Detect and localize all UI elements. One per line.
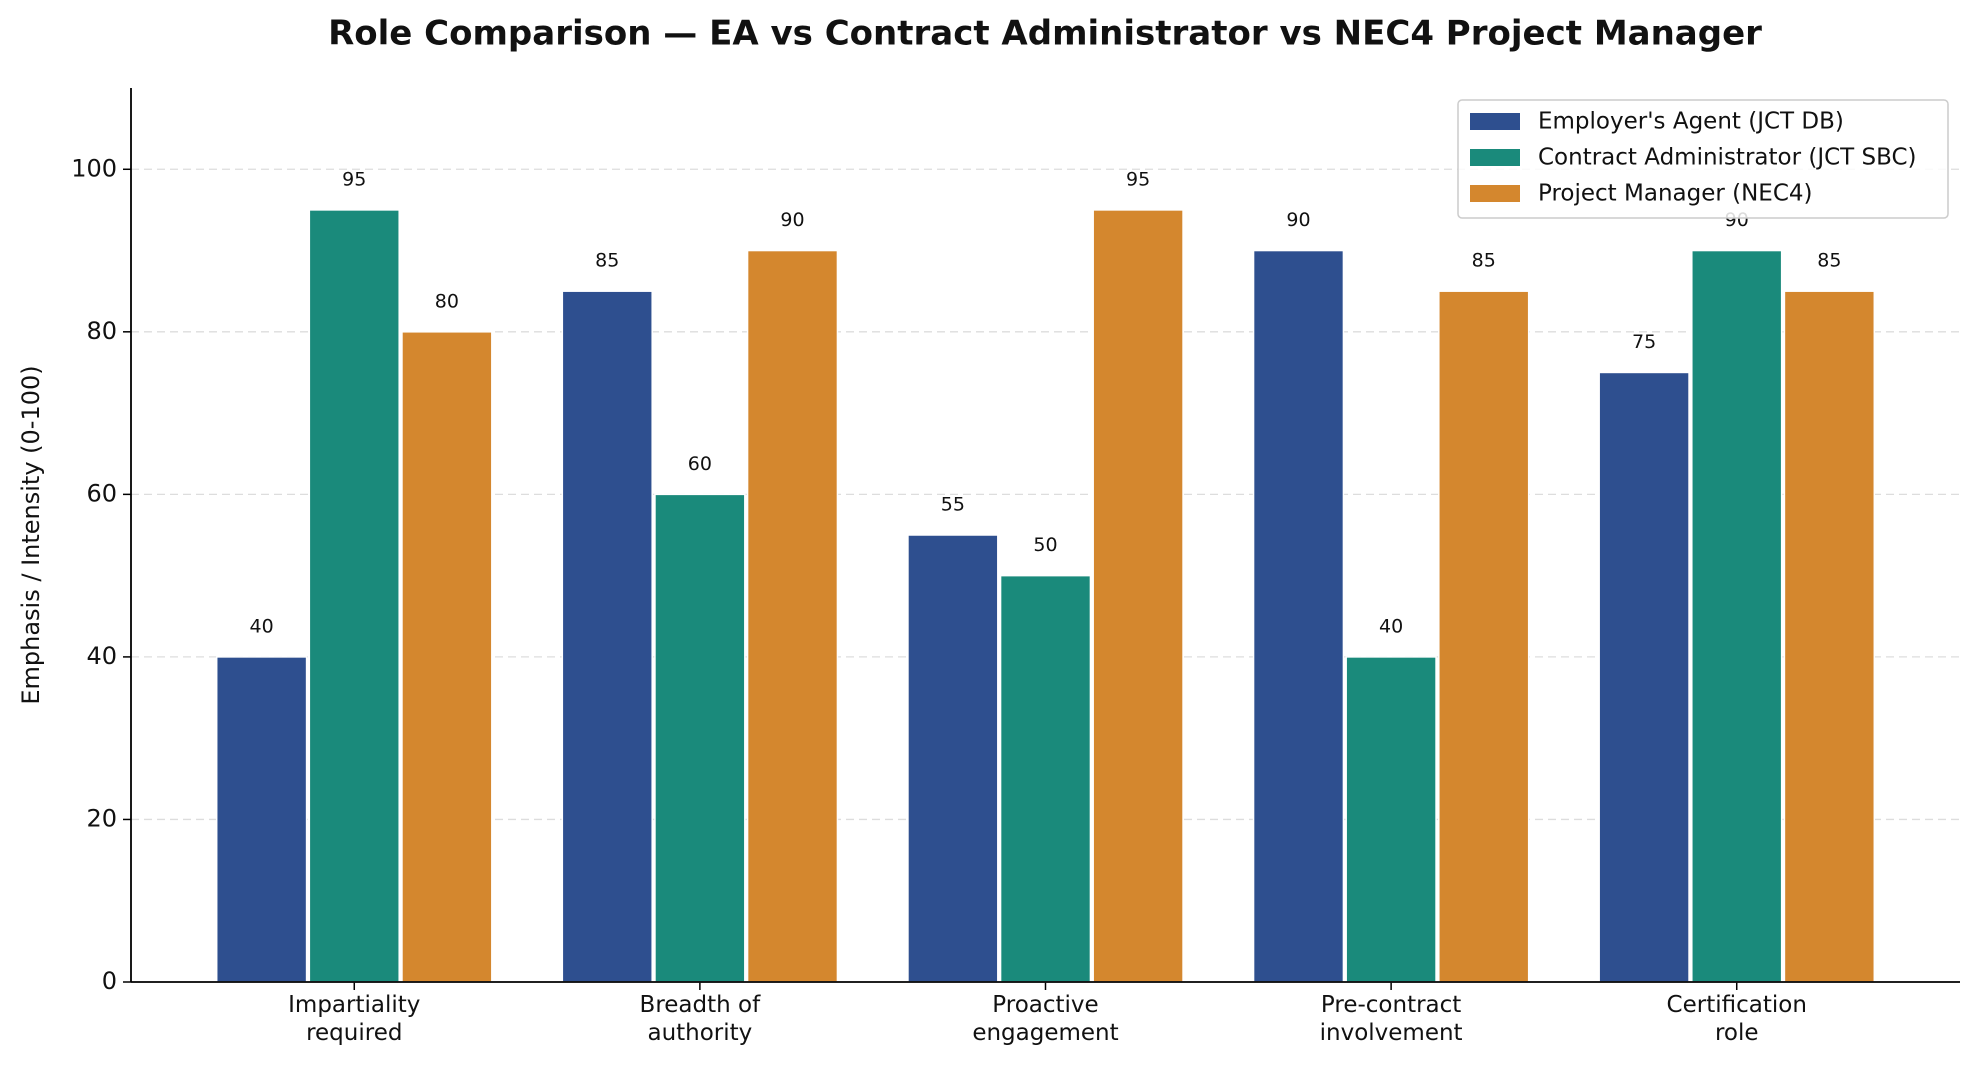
bar (1598, 371, 1690, 983)
value-label: 95 (342, 168, 366, 190)
y-tick-label: 60 (86, 479, 117, 507)
legend-label: Contract Administrator (JCT SBC) (1538, 145, 1917, 171)
bar (561, 290, 653, 983)
value-label: 80 (435, 290, 459, 312)
bar (1252, 249, 1345, 983)
y-tick-label: 40 (86, 642, 117, 670)
bar (401, 331, 493, 983)
bar (907, 534, 999, 983)
value-label: 40 (250, 615, 274, 637)
bar (1691, 249, 1783, 983)
legend-swatch (1470, 185, 1520, 202)
x-tick-label: Pre-contract involvement (1320, 992, 1463, 1046)
bar (215, 656, 308, 983)
y-tick-label: 0 (102, 967, 117, 995)
bar (1092, 209, 1184, 983)
value-label: 60 (688, 453, 712, 475)
y-tick-label: 20 (86, 804, 117, 832)
legend-label: Project Manager (NEC4) (1538, 181, 1813, 207)
value-label: 85 (1472, 250, 1496, 272)
value-label: 50 (1033, 534, 1057, 556)
legend-box (1457, 99, 1949, 219)
legend-swatch (1470, 149, 1520, 166)
bar (308, 209, 400, 983)
value-label: 90 (780, 209, 804, 231)
value-label: 40 (1379, 615, 1403, 637)
bar (999, 574, 1092, 983)
bar (654, 493, 746, 983)
x-tick-label: Breadth of authority (640, 992, 762, 1046)
value-label: 85 (595, 250, 619, 272)
y-tick-label: 80 (86, 317, 117, 345)
y-tick-label: 100 (71, 154, 117, 182)
value-label: 95 (1126, 168, 1150, 190)
y-axis-label: Emphasis / Intensity (0-100) (17, 365, 45, 704)
chart-title: Role Comparison — EA vs Contract Adminis… (328, 14, 1762, 54)
value-label: 75 (1632, 331, 1656, 353)
value-label: 90 (1286, 209, 1310, 231)
legend-label: Employer's Agent (JCT DB) (1538, 109, 1844, 135)
legend-swatch (1470, 113, 1520, 130)
value-label: 55 (941, 494, 965, 516)
bar (1345, 656, 1437, 983)
bar (746, 249, 839, 983)
x-tick-label: Certification role (1667, 992, 1807, 1046)
x-tick-label: Proactive engagement (972, 992, 1118, 1046)
bar (1783, 290, 1876, 983)
x-tick-label: Impartiality required (288, 992, 420, 1046)
value-label: 85 (1817, 250, 1841, 272)
bar (1438, 290, 1530, 983)
